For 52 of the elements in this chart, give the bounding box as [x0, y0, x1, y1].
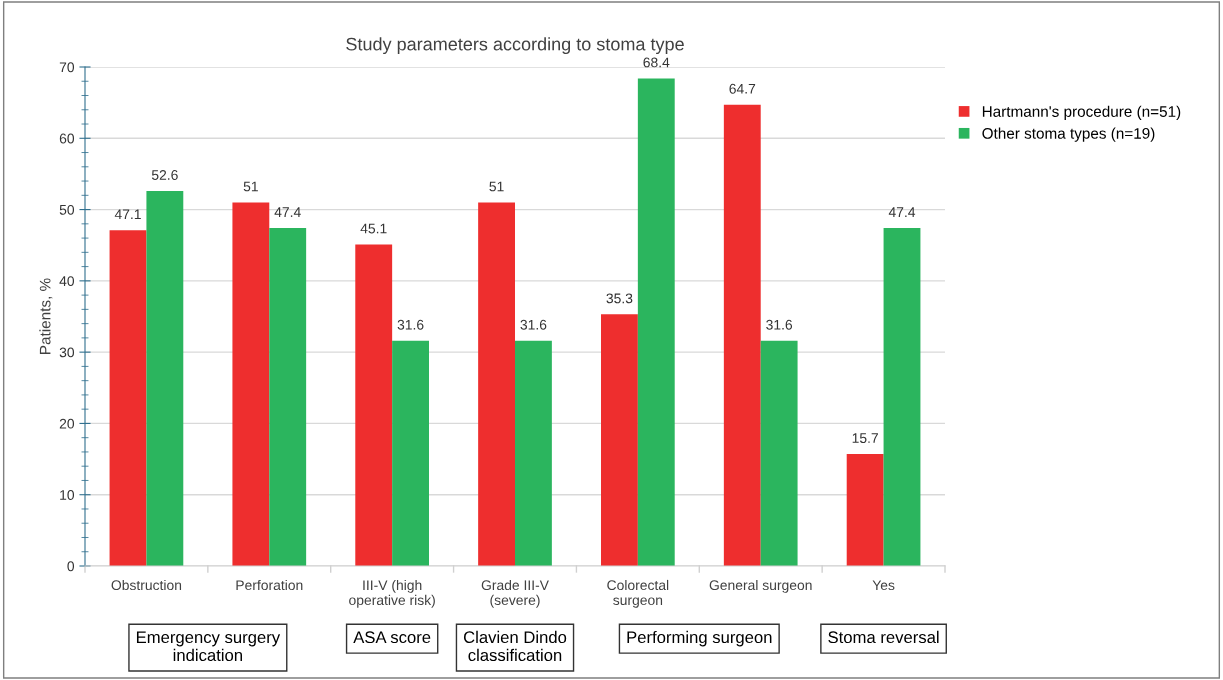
- y-tick-label: 0: [67, 561, 75, 572]
- text: Emergency surgery indication: [136, 631, 281, 662]
- y-tick-label: 20: [59, 418, 75, 429]
- x-tick-label: Grade III-V (severe): [481, 579, 549, 608]
- x-tick-label: Obstruction: [111, 579, 182, 591]
- text: Performing surgeon: [627, 630, 772, 647]
- data-label: 45.1: [360, 223, 387, 234]
- y-tick-label: 60: [59, 133, 75, 144]
- bar: [515, 340, 552, 566]
- bar: [355, 244, 393, 566]
- bar: [109, 230, 147, 566]
- data-label: 31.6: [520, 319, 547, 330]
- bar: [232, 202, 270, 566]
- y-tick-label: 50: [59, 204, 75, 215]
- x-tick-label: Colorectal surgeon: [607, 579, 669, 608]
- bar: [146, 191, 184, 566]
- y-tick-label: 40: [59, 276, 75, 287]
- data-label: 31.6: [766, 319, 793, 330]
- bar: [637, 78, 675, 566]
- data-label: 51: [243, 181, 258, 192]
- data-label: 68.4: [643, 57, 670, 68]
- bar: [846, 454, 884, 566]
- data-label: 52.6: [151, 170, 178, 180]
- text: ASA score: [353, 631, 431, 644]
- bar: [269, 228, 307, 566]
- data-label: 35.3: [606, 293, 633, 304]
- data-label: 47.4: [274, 207, 301, 217]
- text: Clavien Dindo classification: [463, 630, 567, 662]
- text: Stoma reversal: [828, 630, 939, 644]
- data-label: 51: [489, 181, 504, 192]
- data-label: 47.4: [888, 207, 916, 217]
- data-label: 47.1: [114, 209, 141, 220]
- bar: [478, 202, 515, 566]
- chart-title: Study parameters according to stoma type: [346, 37, 684, 55]
- legend-label: Hartmann's procedure (n=51): [982, 105, 1181, 120]
- x-tick-label: III-V (high operative risk): [349, 579, 435, 608]
- data-label: 15.7: [852, 433, 878, 443]
- bar: [601, 314, 638, 566]
- x-tick-label: Yes: [872, 580, 895, 591]
- x-tick-label: Perforation: [236, 579, 303, 591]
- bar: [760, 340, 798, 566]
- x-tick-label: General surgeon: [709, 579, 812, 593]
- data-label: 31.6: [397, 319, 424, 330]
- legend-label: Other stoma types (n=19): [982, 127, 1155, 142]
- bar: [883, 228, 921, 566]
- y-tick-label: 10: [60, 490, 75, 500]
- y-tick-label: 70: [59, 62, 75, 73]
- bar: [723, 104, 761, 566]
- y-tick-label: 30: [59, 347, 75, 358]
- data-label: 64.7: [729, 83, 756, 94]
- bar: [392, 340, 429, 566]
- y-axis-title: Patients, %: [39, 278, 53, 354]
